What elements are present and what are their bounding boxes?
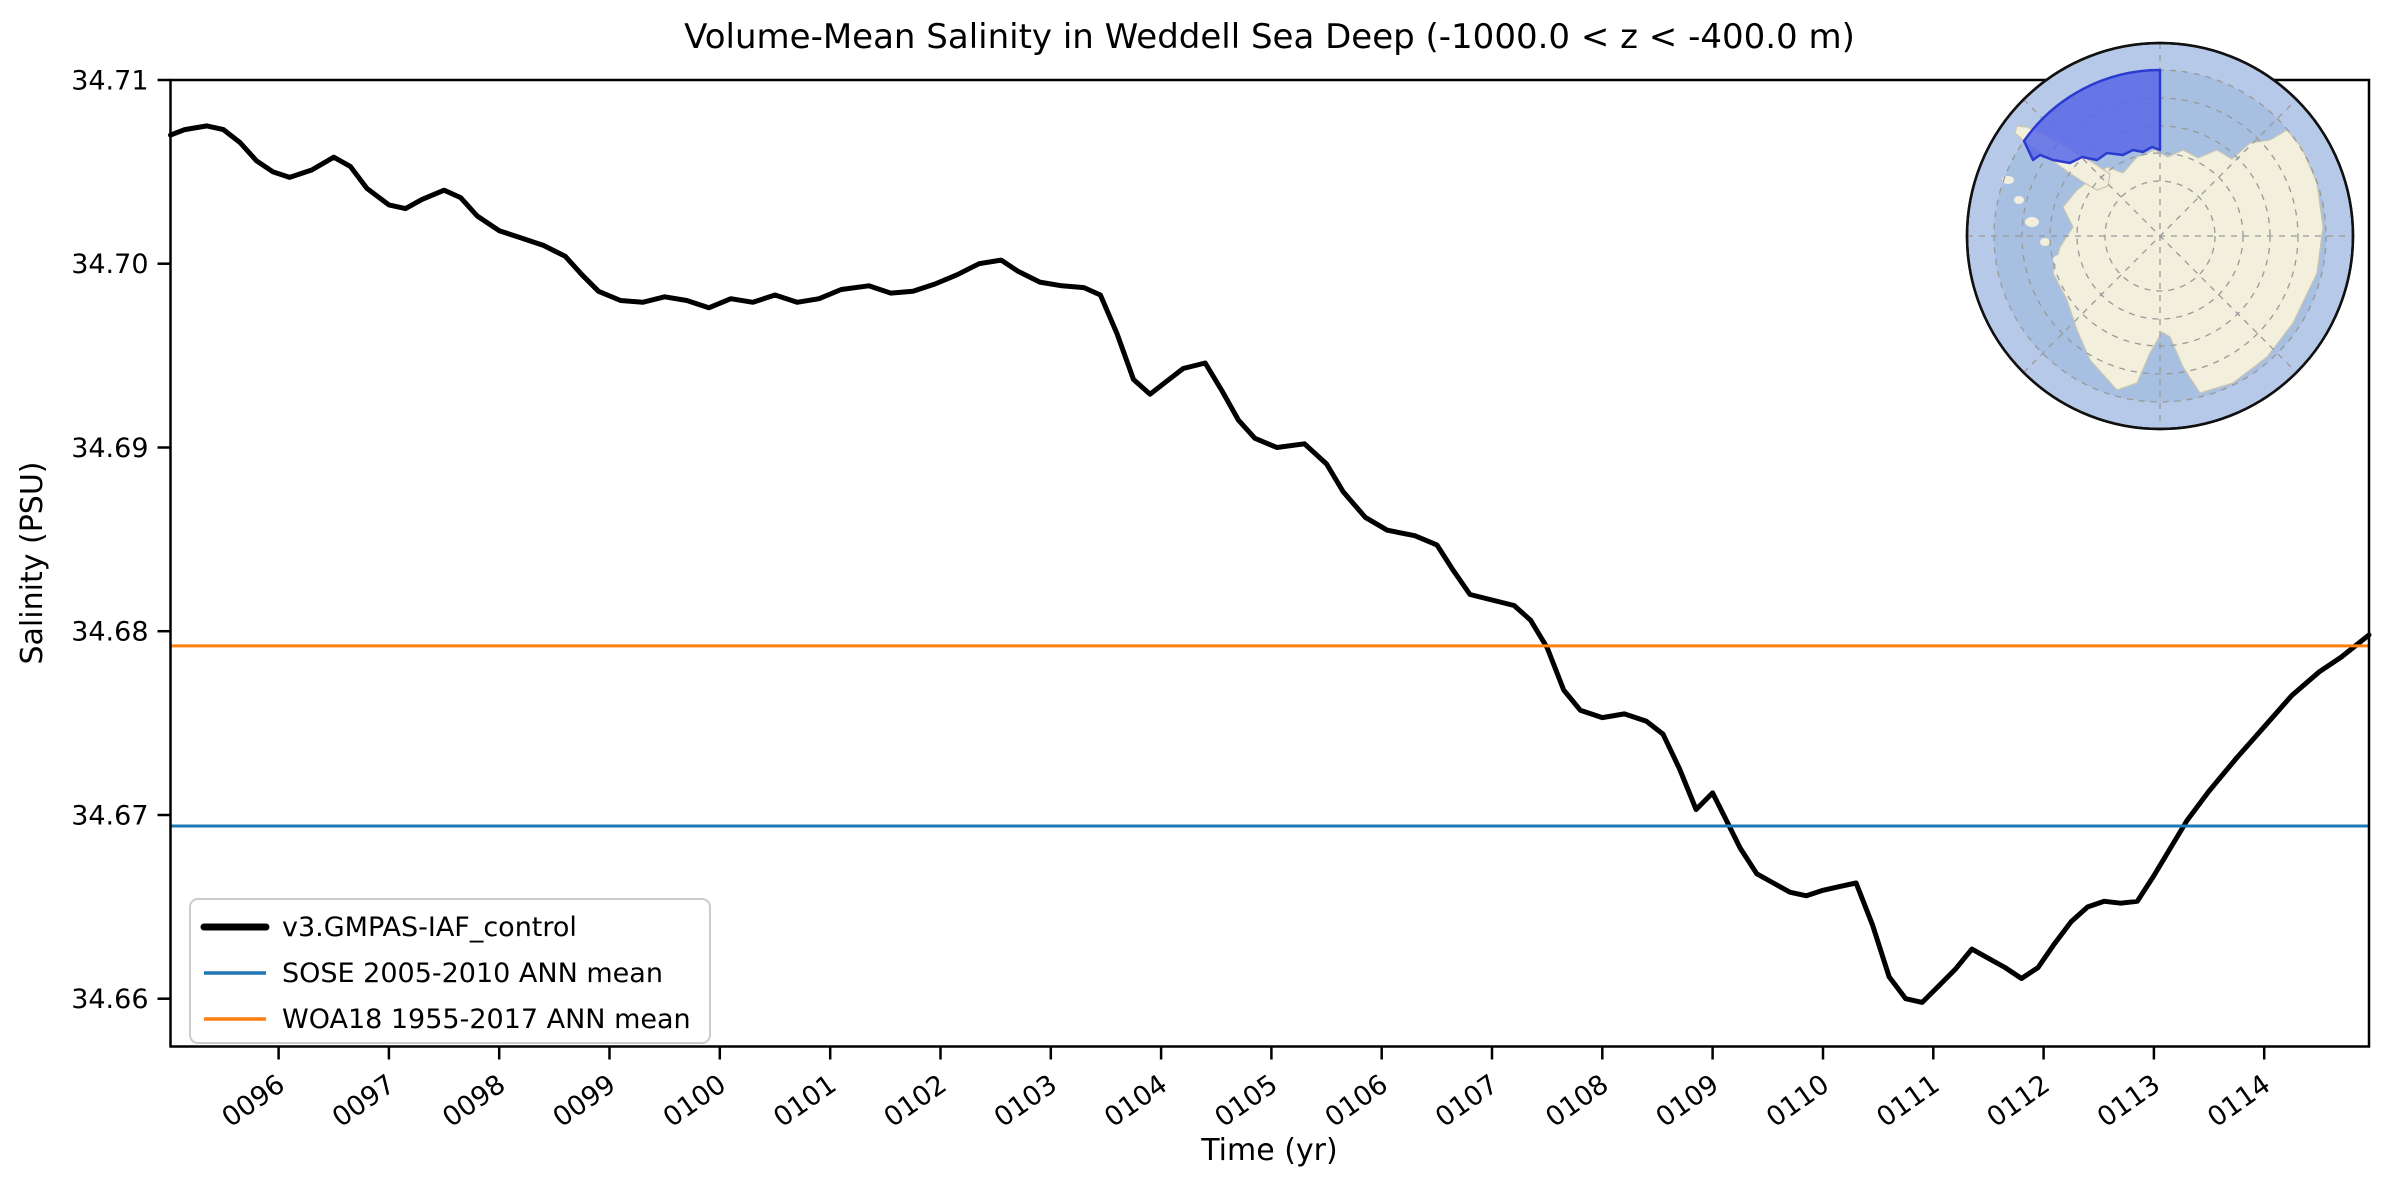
legend: v3.GMPAS-IAF_control SOSE 2005-2010 ANN …: [189, 898, 711, 1044]
y-tick-label: 34.71: [71, 66, 148, 97]
globe-rim: [1965, 41, 2355, 431]
legend-item-woa18: WOA18 1955-2017 ANN mean: [204, 1004, 691, 1035]
legend-label-woa18: WOA18 1955-2017 ANN mean: [282, 1004, 691, 1035]
legend-item-control: v3.GMPAS-IAF_control: [200, 912, 577, 943]
series-layer: [168, 123, 2372, 1005]
y-tick-label: 34.68: [71, 617, 148, 648]
chart-title: Volume-Mean Salinity in Weddell Sea Deep…: [684, 17, 1855, 57]
y-tick-label: 34.66: [71, 984, 148, 1015]
x-axis-label: Time (yr): [1200, 1133, 1337, 1168]
inset-map-antarctica: [1965, 41, 2355, 431]
legend-item-sose: SOSE 2005-2010 ANN mean: [204, 958, 663, 989]
series-line-0: [168, 123, 2372, 1005]
islands: [2002, 176, 2077, 280]
plot-border: [169, 78, 2371, 1048]
legend-label-control: v3.GMPAS-IAF_control: [282, 912, 577, 943]
legend-box: [189, 898, 711, 1044]
y-axis-label: Salinity (PSU): [15, 462, 50, 665]
y-tick-label: 34.69: [71, 433, 148, 464]
weddell-sea-region-highlight: [2022, 68, 2162, 165]
legend-label-sose: SOSE 2005-2010 ANN mean: [282, 958, 663, 989]
y-tick-label: 34.70: [71, 249, 148, 280]
y-tick-label: 34.67: [71, 801, 148, 832]
y-axis-ticks: 34.66 34.67 34.68 34.69 34.70 34.71: [71, 66, 171, 1015]
